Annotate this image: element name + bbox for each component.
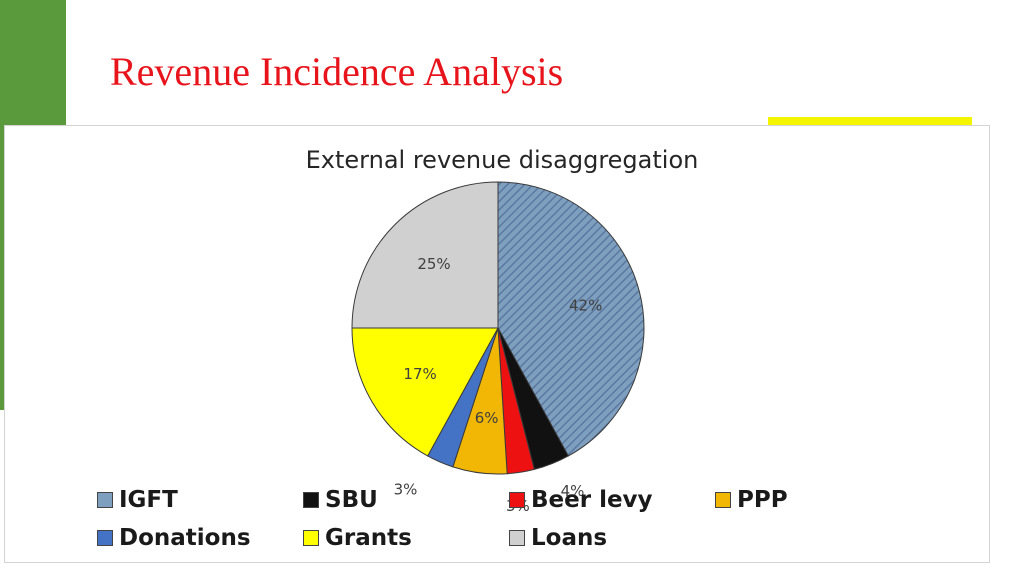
pie-chart: 42%4%3%6%3%17%25%: [351, 181, 645, 515]
chart-title: External revenue disaggregation: [305, 146, 699, 174]
legend-item-loans: Loans: [509, 525, 715, 551]
legend: IGFT SBU Beer levy PPP Donations Gr: [97, 481, 857, 557]
pie-label-ppp: 6%: [475, 409, 499, 427]
pie-label-donations: 3%: [394, 480, 418, 498]
legend-row-1: IGFT SBU Beer levy PPP: [97, 481, 857, 519]
legend-item-beer-levy: Beer levy: [509, 487, 715, 513]
pie-slices: [351, 181, 645, 475]
pie-label-sbu: 4%: [561, 482, 585, 500]
pie-slice-igft: [497, 181, 645, 457]
legend-swatch-igft: [97, 492, 113, 508]
legend-item-grants: Grants: [303, 525, 509, 551]
legend-swatch-grants: [303, 530, 319, 546]
legend-label-sbu: SBU: [325, 487, 378, 513]
legend-row-2: Donations Grants Loans: [97, 519, 857, 557]
chart-frame: External revenue disaggregation 42% 4% 3% 6…: [4, 125, 990, 563]
pie-slice-grants: [351, 327, 499, 457]
legend-swatch-ppp: [715, 492, 731, 508]
legend-label-beer-levy: Beer levy: [531, 487, 653, 513]
legend-swatch-donations: [97, 530, 113, 546]
legend-swatch-beer-levy: [509, 492, 525, 508]
legend-item-ppp: PPP: [715, 487, 855, 513]
legend-swatch-sbu: [303, 492, 319, 508]
legend-item-igft: IGFT: [97, 487, 303, 513]
legend-label-igft: IGFT: [119, 487, 178, 513]
legend-label-grants: Grants: [325, 525, 412, 551]
yellow-accent-bar: [768, 117, 972, 126]
pie-label-grants: 17%: [403, 365, 436, 383]
pie-slice-loans: [351, 181, 499, 329]
legend-item-sbu: SBU: [303, 487, 509, 513]
pie-label-loans: 25%: [417, 255, 450, 273]
legend-label-donations: Donations: [119, 525, 251, 551]
pie-label-igft: 42%: [569, 296, 602, 314]
legend-label-loans: Loans: [531, 525, 608, 551]
slide-title: Revenue Incidence Analysis: [110, 49, 564, 94]
legend-item-donations: Donations: [97, 525, 303, 551]
legend-label-ppp: PPP: [737, 487, 788, 513]
legend-swatch-loans: [509, 530, 525, 546]
